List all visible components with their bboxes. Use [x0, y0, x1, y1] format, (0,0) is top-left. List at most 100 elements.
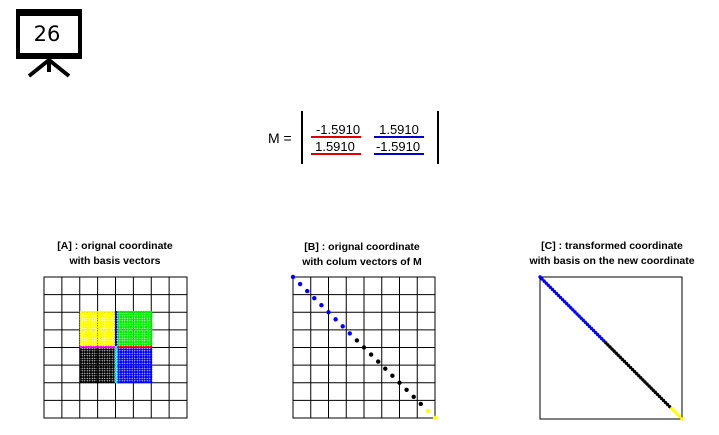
collapsed-point-blue: [333, 317, 338, 322]
point-quadrant-top-left: [94, 335, 98, 339]
point-quadrant-top-left: [109, 343, 113, 346]
point-quadrant-bottom-left: [109, 355, 113, 359]
point-quadrant-bottom-left: [112, 350, 115, 354]
point-quadrant-top-right: [149, 335, 153, 339]
transformed-point-blue: [550, 287, 555, 292]
basis-y-bottom-point: [114, 363, 118, 366]
point-quadrant-top-right: [122, 338, 125, 341]
point-quadrant-top-right: [144, 325, 148, 329]
point-quadrant-top-left: [104, 318, 108, 321]
point-quadrant-bottom-right: [137, 360, 140, 364]
collapsed-point-black: [418, 401, 423, 407]
point-quadrant-bottom-left: [97, 348, 100, 351]
point-quadrant-top-left: [92, 343, 95, 346]
point-quadrant-bottom-left: [94, 350, 98, 354]
point-quadrant-bottom-left: [92, 348, 95, 351]
point-quadrant-bottom-right: [117, 363, 120, 366]
point-quadrant-top-right: [124, 320, 128, 324]
point-quadrant-top-left: [82, 333, 85, 336]
point-quadrant-top-right: [147, 343, 150, 346]
matrix-col2-underline-bottom: [374, 153, 424, 155]
basis-x-left-point: [79, 345, 83, 349]
point-quadrant-top-right: [117, 333, 120, 336]
point-quadrant-bottom-right: [149, 348, 153, 351]
point-quadrant-top-right: [147, 310, 150, 314]
transformed-point-blue: [595, 332, 600, 337]
point-quadrant-bottom-left: [92, 373, 95, 376]
point-quadrant-bottom-left: [94, 353, 98, 356]
point-quadrant-bottom-left: [92, 370, 95, 374]
point-quadrant-top-right: [124, 335, 128, 339]
point-quadrant-top-left: [89, 315, 93, 319]
point-quadrant-bottom-left: [112, 375, 115, 379]
point-quadrant-bottom-right: [117, 375, 120, 379]
point-quadrant-top-left: [109, 323, 113, 326]
point-quadrant-bottom-left: [82, 353, 85, 356]
transformed-point-blue: [593, 330, 598, 335]
point-quadrant-top-right: [144, 323, 148, 326]
point-quadrant-bottom-left: [109, 375, 113, 379]
basis-y-bottom-point: [114, 355, 118, 359]
point-quadrant-top-right: [144, 343, 148, 346]
transformed-point-black: [616, 353, 620, 357]
point-quadrant-bottom-left: [89, 358, 93, 361]
transformed-point-blue: [548, 285, 552, 289]
point-quadrant-top-right: [127, 328, 130, 331]
point-quadrant-bottom-left: [84, 365, 88, 369]
panel-a-plot: [43, 276, 188, 419]
point-quadrant-bottom-right: [122, 365, 125, 369]
point-quadrant-top-right: [137, 315, 140, 319]
point-quadrant-bottom-left: [104, 365, 108, 369]
transformed-point-blue: [569, 306, 573, 310]
point-quadrant-bottom-left: [94, 355, 98, 359]
transformed-point-blue: [552, 289, 557, 294]
point-quadrant-bottom-right: [134, 355, 138, 359]
point-quadrant-top-left: [112, 325, 115, 329]
collapsed-point-black: [411, 394, 416, 400]
point-quadrant-bottom-left: [92, 375, 95, 379]
point-quadrant-bottom-left: [84, 373, 88, 376]
point-quadrant-top-right: [119, 318, 123, 321]
point-quadrant-top-right: [142, 330, 145, 334]
matrix-cell-r1c2: 1.5910: [379, 122, 419, 137]
point-quadrant-bottom-right: [119, 370, 123, 374]
point-quadrant-bottom-right: [149, 353, 153, 356]
point-quadrant-bottom-right: [137, 348, 140, 351]
point-quadrant-bottom-right: [134, 373, 138, 376]
point-quadrant-bottom-right: [124, 373, 128, 376]
point-quadrant-bottom-left: [99, 375, 103, 379]
point-quadrant-top-right: [124, 328, 128, 331]
point-quadrant-bottom-left: [87, 360, 90, 364]
point-quadrant-top-left: [102, 333, 105, 336]
point-quadrant-bottom-right: [124, 350, 128, 354]
transformed-point-blue: [556, 293, 561, 298]
point-quadrant-top-left: [92, 315, 95, 319]
point-quadrant-top-left: [94, 323, 98, 326]
point-quadrant-top-right: [149, 343, 153, 346]
point-quadrant-top-left: [89, 318, 93, 321]
point-quadrant-bottom-left: [89, 365, 93, 369]
point-quadrant-bottom-right: [119, 350, 123, 354]
point-quadrant-bottom-right: [124, 370, 128, 374]
basis-y-bottom-point: [114, 378, 118, 381]
basis-x-right-point: [117, 345, 120, 349]
point-quadrant-top-right: [149, 338, 153, 341]
point-quadrant-bottom-left: [112, 355, 115, 359]
basis-y-top-point: [114, 313, 118, 316]
transformed-point-black: [641, 378, 645, 382]
point-quadrant-bottom-left: [97, 350, 100, 354]
matrix-label: M =: [268, 130, 292, 146]
basis-y-top-point: [114, 323, 118, 326]
point-quadrant-bottom-right: [122, 363, 125, 366]
point-quadrant-bottom-left: [79, 350, 83, 354]
point-quadrant-bottom-right: [134, 370, 138, 374]
transformed-point-black: [628, 365, 633, 370]
point-quadrant-bottom-right: [122, 368, 125, 371]
basis-x-right-point: [129, 345, 133, 349]
point-quadrant-top-right: [129, 313, 133, 316]
point-quadrant-bottom-right: [144, 378, 148, 381]
point-quadrant-top-left: [79, 338, 83, 341]
collapsed-point-black: [361, 345, 367, 350]
point-quadrant-bottom-right: [139, 353, 143, 356]
point-quadrant-bottom-right: [134, 360, 138, 364]
